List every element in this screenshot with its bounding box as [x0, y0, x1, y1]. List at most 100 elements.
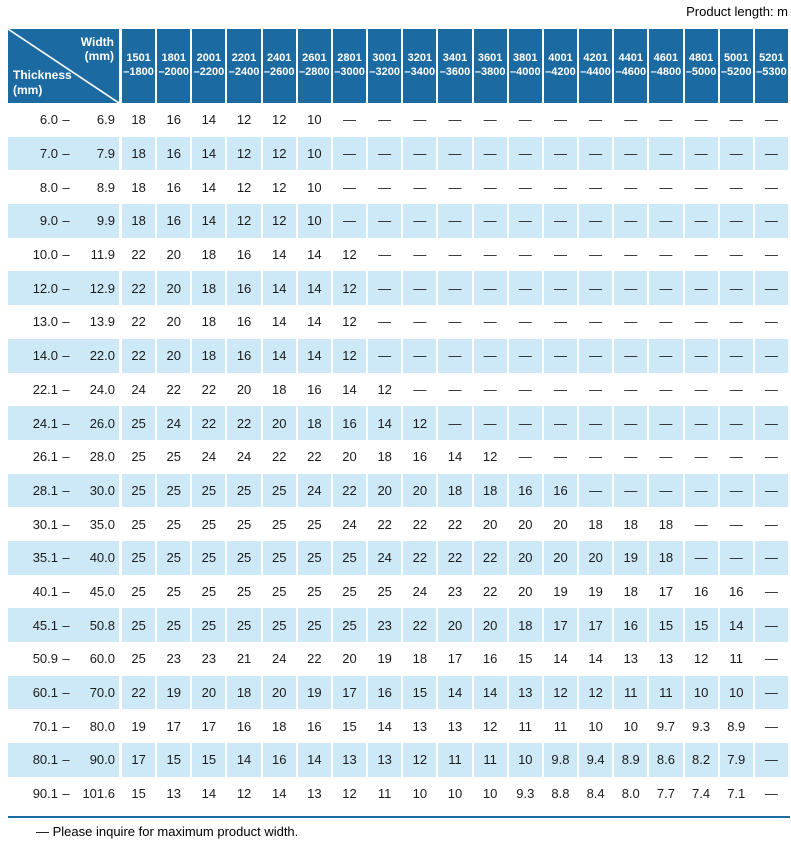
length-value-cell: 16 — [684, 574, 720, 609]
range-dash: – — [62, 146, 70, 162]
length-value-cell: 15 — [508, 642, 544, 676]
length-value-cell: 10 — [719, 675, 755, 710]
length-value-cell: — — [403, 204, 439, 238]
length-value-cell: — — [754, 237, 790, 272]
length-value-cell: 14 — [719, 608, 755, 642]
thickness-max: 60.0 — [89, 651, 115, 667]
table-row: 30.1–35.0 25 25 25 25 25 25 24 22 22 22 20 20 20 18 18 1… — [8, 507, 790, 541]
thickness-range-cell: 60.1– 70.0 — [8, 675, 122, 710]
range-dash: – — [62, 213, 70, 229]
thickness-max: 30.0 — [89, 482, 115, 498]
thickness-max: 9.9 — [96, 213, 115, 229]
length-value-cell: — — [754, 439, 790, 474]
width-range-start: 5001 — [723, 52, 749, 65]
width-range-start: 3401 — [442, 52, 468, 65]
width-range-start: 5201 — [759, 52, 784, 65]
length-value-cell: 22 — [192, 372, 228, 407]
length-value-cell: 16 — [262, 743, 298, 777]
length-value-cell: 15 — [684, 608, 720, 642]
table-row: 7.0–7.9 18 16 14 12 12 10— — — — — — — — — — — — — — [8, 136, 790, 171]
length-value-cell: — — [579, 103, 615, 137]
width-column-header: 3401 –3600 — [438, 29, 474, 103]
width-range-end: –4600 — [615, 66, 647, 78]
table-row: 50.9–60.0 25 23 23 21 24 22 20 19 18 17 16 15 14 14 13 1… — [8, 642, 790, 676]
length-value-cell: 14 — [192, 170, 228, 205]
thickness-min: 70.1 — [32, 718, 58, 734]
width-range-start: 4001 — [548, 52, 573, 65]
thickness-range-cell: 50.9– 60.0 — [8, 642, 122, 676]
length-value-cell: — — [543, 170, 580, 205]
length-value-cell: — — [579, 338, 615, 373]
table-row: 13.0–13.9 22 20 18 16 14 14 12— — — — — — — — — — — — — [8, 305, 790, 339]
length-value-cell: — — [719, 136, 755, 171]
width-column-header: 2401 –2600 — [262, 29, 298, 103]
length-value-cell: 11 — [368, 776, 404, 811]
length-value-cell: 13 — [649, 642, 685, 676]
length-value-cell: 10 — [297, 136, 333, 171]
length-value-cell: — — [614, 338, 650, 373]
length-value-cell: 22 — [122, 271, 158, 306]
length-value-cell: — — [473, 406, 509, 440]
length-value-cell: — — [579, 136, 615, 171]
length-value-cell: 22 — [157, 372, 193, 407]
table-header: Width (mm) Thickness (mm) 1501 –1800 1801–… — [8, 29, 790, 103]
width-range-end: –3400 — [404, 66, 436, 78]
thickness-range-cell: 14.0– 22.0 — [8, 338, 122, 373]
length-value-cell: 7.7 — [649, 776, 685, 811]
length-value-cell: 25 — [122, 608, 158, 642]
length-value-cell: 11 — [543, 709, 580, 744]
length-value-cell: 22 — [122, 237, 158, 272]
width-range-start: 1801 — [161, 52, 186, 65]
table-row: 60.1–70.0 22 19 20 18 20 19 17 16 15 14 14 13 12 12 11 1… — [8, 675, 790, 710]
length-value-cell: — — [754, 473, 790, 508]
length-value-cell: — — [543, 406, 580, 440]
length-value-cell: — — [754, 406, 790, 440]
length-value-cell: — — [543, 103, 580, 137]
length-value-cell: 14 — [192, 776, 228, 811]
length-value-cell: 25 — [332, 574, 369, 609]
thickness-max: 11.9 — [90, 247, 115, 263]
length-value-cell: 17 — [122, 743, 158, 777]
length-value-cell: 17 — [438, 642, 474, 676]
length-value-cell: 17 — [649, 574, 685, 609]
width-column-header: 1501 –1800 — [122, 29, 158, 103]
thickness-min: 30.1 — [32, 516, 58, 532]
length-value-cell: 15 — [157, 743, 193, 777]
width-column-header: 2601 –2800 — [297, 29, 333, 103]
range-dash: – — [62, 112, 70, 128]
length-value-cell: 22 — [438, 540, 474, 575]
length-value-cell: — — [754, 204, 790, 238]
length-value-cell: 14 — [297, 271, 333, 306]
thickness-min: 6.0 — [39, 112, 58, 128]
range-dash: – — [62, 348, 70, 364]
length-value-cell: 22 — [473, 574, 509, 609]
length-value-cell: 12 — [227, 170, 263, 205]
thickness-range-cell: 24.1– 26.0 — [8, 406, 122, 440]
length-value-cell: 8.8 — [543, 776, 580, 811]
length-value-cell: — — [508, 237, 544, 272]
length-value-cell: 22 — [438, 507, 474, 541]
length-value-cell: 16 — [719, 574, 755, 609]
width-range-start: 4401 — [618, 52, 643, 65]
range-dash: – — [62, 482, 70, 498]
length-value-cell: 22 — [297, 439, 333, 474]
width-column-header: 3601 –3800 — [473, 29, 509, 103]
length-value-cell: 20 — [157, 305, 193, 339]
table-row: 9.0–9.9 18 16 14 12 12 10— — — — — — — — — — — — — — [8, 204, 790, 238]
length-value-cell: 25 — [122, 473, 158, 508]
width-column-header: 2001 –2200 — [192, 29, 228, 103]
length-value-cell: — — [614, 237, 650, 272]
length-value-cell: 18 — [122, 170, 158, 205]
width-range-start: 3201 — [407, 52, 433, 65]
length-value-cell: — — [473, 170, 509, 205]
length-value-cell: 22 — [262, 439, 298, 474]
length-value-cell: 24 — [262, 642, 298, 676]
length-value-cell: — — [754, 675, 790, 710]
length-value-cell: 18 — [649, 540, 685, 575]
length-value-cell: 20 — [332, 642, 369, 676]
length-value-cell: 25 — [122, 439, 158, 474]
length-value-cell: 25 — [227, 507, 263, 541]
length-value-cell: 25 — [157, 439, 193, 474]
thickness-max: 28.0 — [89, 449, 115, 465]
length-value-cell: 13 — [403, 709, 439, 744]
